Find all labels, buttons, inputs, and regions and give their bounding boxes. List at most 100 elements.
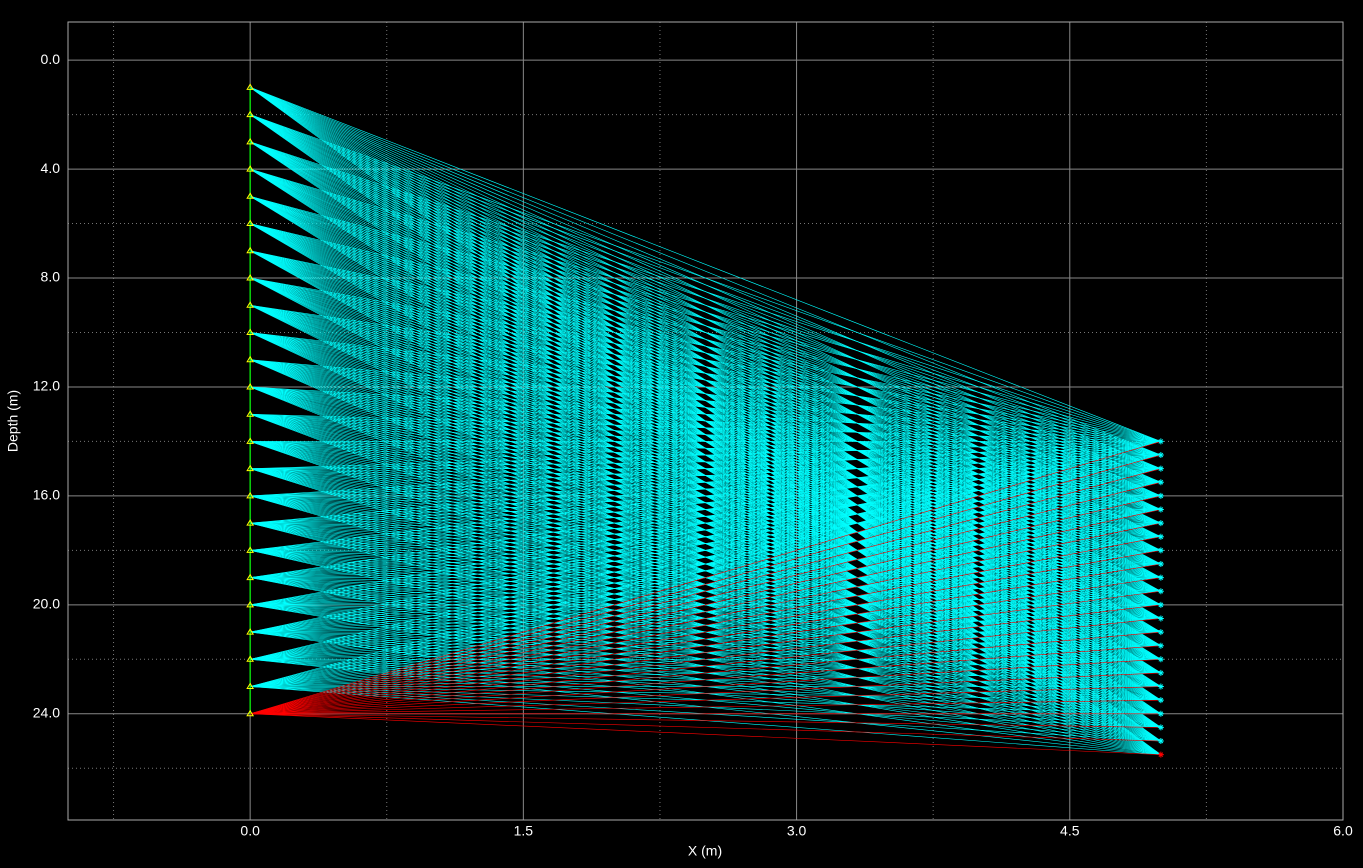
y-tick-label: 0.0 [41, 51, 61, 67]
ray [250, 441, 1161, 715]
ray [250, 454, 1161, 715]
receiver-marker [1157, 710, 1164, 717]
ray [250, 454, 1161, 469]
ray [250, 618, 1161, 715]
source-marker [246, 219, 255, 227]
ray [250, 454, 1161, 524]
source-marker [246, 192, 255, 199]
y-tick-label: 4.0 [41, 160, 61, 176]
ray [250, 468, 1161, 715]
ray [250, 454, 1161, 497]
x-tick-label: 0.0 [240, 823, 260, 839]
y-tick-label: 20.0 [33, 596, 60, 612]
ray [250, 441, 1161, 456]
ray [250, 386, 1161, 456]
ray [250, 454, 1161, 660]
receiver-marker [1157, 683, 1164, 690]
receiver-marker [1157, 656, 1164, 663]
ray [250, 413, 1161, 442]
ray [250, 413, 1161, 456]
ray [250, 277, 1161, 456]
receiver-marker [1157, 506, 1164, 513]
ray [250, 196, 1161, 456]
ray [250, 441, 1161, 660]
source-marker [246, 355, 255, 363]
ray [250, 659, 1161, 715]
source-marker [246, 628, 255, 635]
ray [250, 386, 1161, 442]
ray [250, 441, 1161, 551]
ray [250, 645, 1161, 715]
ray [250, 454, 1161, 606]
ray [250, 454, 1161, 633]
source-marker [246, 110, 255, 118]
x-axis-label: X (m) [688, 843, 722, 859]
ray [250, 441, 1161, 578]
receiver-marker [1157, 452, 1164, 459]
source-marker [246, 246, 255, 254]
source-marker [246, 709, 255, 717]
source-marker [246, 546, 255, 553]
ray [250, 577, 1161, 715]
receiver-marker [1157, 601, 1164, 608]
receiver-marker [1157, 697, 1164, 704]
source-marker [246, 83, 255, 90]
ray [250, 563, 1161, 715]
source-marker [246, 519, 255, 526]
source-marker [246, 301, 255, 308]
ray [250, 509, 1161, 715]
receiver-marker [1157, 588, 1164, 595]
ray [250, 304, 1161, 442]
ray [250, 441, 1161, 687]
x-tick-label: 1.5 [514, 823, 534, 839]
ray [250, 454, 1161, 578]
ray [250, 250, 1161, 456]
ray [250, 168, 1161, 456]
ray [250, 168, 1161, 442]
ray [250, 441, 1161, 524]
ray [250, 332, 1161, 456]
source-marker [246, 573, 255, 581]
source-marker [246, 382, 255, 390]
ray [250, 441, 1161, 633]
ray [250, 454, 1161, 551]
ray [250, 699, 1161, 715]
ray [250, 332, 1161, 442]
ray [250, 141, 1161, 456]
source-marker [246, 655, 255, 662]
ray [250, 441, 1161, 497]
receiver-marker [1157, 547, 1164, 554]
receiver-marker [1157, 465, 1164, 472]
receiver-marker [1157, 751, 1164, 758]
ray [250, 114, 1161, 456]
receiver-marker [1157, 560, 1164, 567]
ray [250, 713, 1161, 755]
source-marker [246, 682, 255, 690]
receiver-marker [1157, 724, 1164, 731]
source-marker [246, 410, 255, 417]
receiver-marker [1157, 479, 1164, 486]
source-marker [246, 491, 255, 499]
ray [250, 604, 1161, 715]
receiver-marker [1157, 520, 1164, 527]
source-marker [246, 165, 255, 172]
receiver-marker [1157, 669, 1164, 676]
ray [250, 481, 1161, 715]
y-tick-label: 12.0 [33, 378, 60, 394]
x-tick-label: 6.0 [1333, 823, 1353, 839]
x-tick-label: 4.5 [1060, 823, 1080, 839]
ray [250, 114, 1161, 442]
receiver-marker [1157, 642, 1164, 649]
receiver-marker [1157, 492, 1164, 499]
ray [250, 713, 1161, 742]
ray [250, 631, 1161, 715]
ray [250, 495, 1161, 715]
ray [250, 672, 1161, 715]
source-marker [246, 600, 255, 608]
ray [250, 304, 1161, 456]
source-marker [246, 137, 255, 145]
source-marker [246, 328, 255, 335]
receiver-marker [1157, 615, 1164, 622]
ray [250, 196, 1161, 442]
